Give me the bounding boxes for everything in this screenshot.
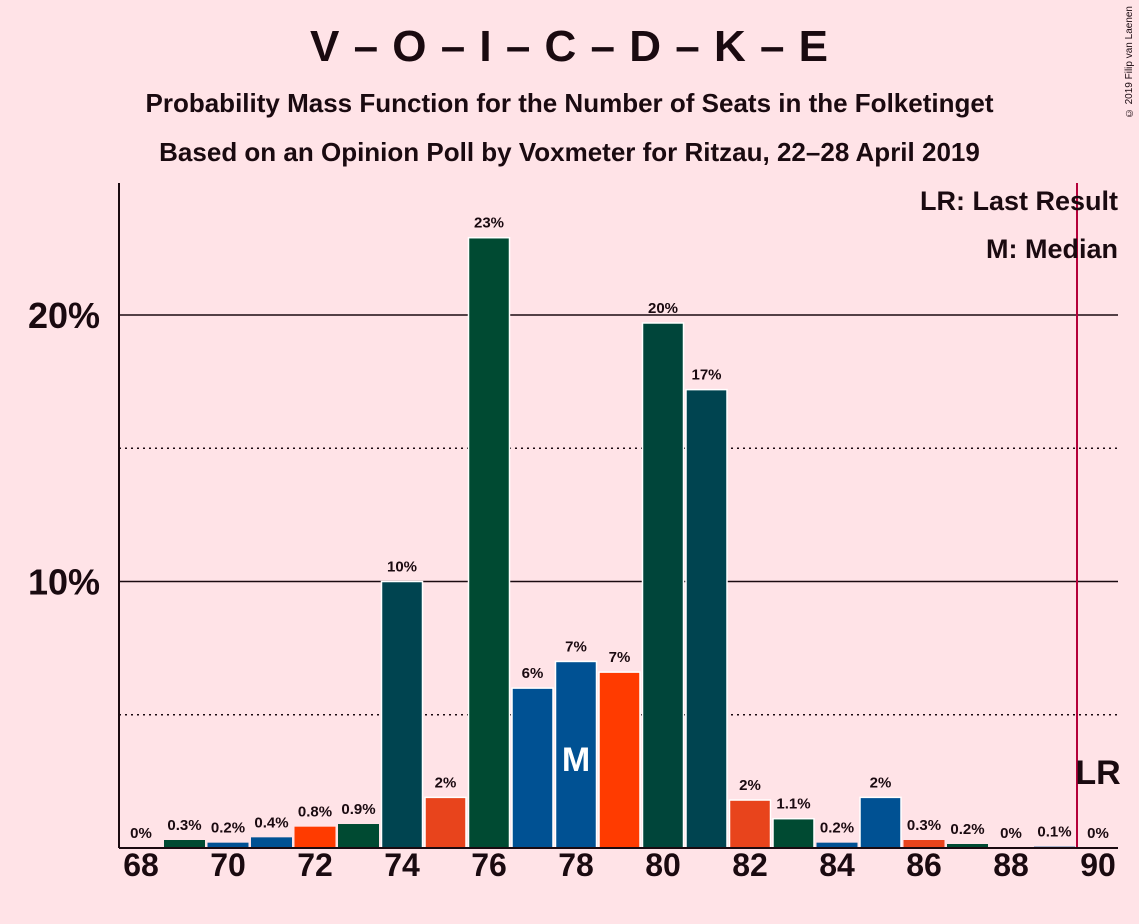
data-label-seat-81: 17% [691, 367, 721, 384]
data-label-seat-89: 0.1% [1037, 824, 1071, 841]
data-label-seat-73: 0.9% [341, 801, 375, 818]
bar-seat-78 [554, 660, 598, 849]
bar-seat-79 [598, 671, 641, 849]
y-tick-label: 20% [28, 295, 100, 336]
bar-seat-85 [859, 796, 902, 849]
bar-seat-86 [903, 840, 945, 848]
data-label-seat-72: 0.8% [298, 804, 332, 821]
bar-seat-81 [685, 388, 728, 849]
bar-seat-72 [294, 826, 336, 848]
x-tick-label: 72 [297, 847, 333, 883]
y-tick-label: 10% [28, 562, 100, 603]
bar-seat-71 [251, 837, 292, 848]
x-tick-label: 84 [819, 847, 855, 883]
data-label-seat-82: 2% [739, 777, 761, 794]
data-label-seat-74: 10% [387, 559, 417, 576]
data-label-seat-90: 0% [1087, 825, 1109, 842]
data-label-seat-76: 23% [474, 215, 504, 232]
bar-seat-73 [338, 824, 379, 848]
data-label-seat-86: 0.3% [907, 817, 941, 834]
x-tick-label: 78 [558, 847, 594, 883]
bar-seat-74 [380, 580, 424, 849]
bar-seat-84 [816, 842, 858, 848]
bar-layer [164, 236, 1075, 849]
x-tick-label: 82 [732, 847, 768, 883]
legend-last-result: LR: Last Result [920, 186, 1118, 216]
data-label-seat-84: 0.2% [820, 820, 854, 837]
x-tick-label: 90 [1080, 847, 1116, 883]
data-label-seat-88: 0% [1000, 825, 1022, 842]
bar-seat-75 [424, 796, 467, 849]
data-label-seat-69: 0.3% [167, 817, 201, 834]
legend-median: M: Median [986, 234, 1118, 264]
x-tick-label: 76 [471, 847, 507, 883]
data-label-seat-75: 2% [435, 774, 457, 791]
bar-seat-70 [207, 842, 249, 848]
data-label-seat-87: 0.2% [950, 821, 984, 838]
data-label-seat-77: 6% [522, 665, 544, 682]
data-label-seat-70: 0.2% [211, 820, 245, 837]
data-label-seat-80: 20% [648, 300, 678, 317]
data-label-seat-68: 0% [130, 825, 152, 842]
bar-seat-83 [772, 817, 815, 849]
x-tick-label: 68 [123, 847, 159, 883]
x-tick-label: 86 [906, 847, 942, 883]
axis-layer: 10% 20% 68 70 72 74 76 78 80 82 84 86 88 90 [28, 183, 1118, 883]
bar-seat-80 [641, 322, 685, 849]
x-tick-label: 88 [993, 847, 1029, 883]
data-label-seat-83: 1.1% [776, 796, 810, 813]
data-label-seat-79: 7% [609, 649, 631, 666]
bar-seat-77 [511, 687, 554, 849]
chart-subtitle-1: Probability Mass Function for the Number… [145, 88, 994, 118]
x-tick-label: 80 [645, 847, 681, 883]
data-label-layer: 0% 0.3% 0.2% 0.4% 0.8% 0.9% 10% 2% 23% 6% 7% M 7% 20%… [130, 215, 1121, 842]
data-label-seat-71: 0.4% [254, 814, 288, 831]
median-marker: M [562, 741, 590, 779]
bar-seat-87 [947, 844, 988, 848]
bar-seat-76 [467, 236, 511, 849]
data-label-seat-85: 2% [870, 774, 892, 791]
chart-subtitle-2: Based on an Opinion Poll by Voxmeter for… [159, 137, 980, 167]
last-result-marker: LR [1075, 754, 1120, 792]
data-label-seat-78: 7% [565, 638, 587, 655]
bar-seat-69 [164, 840, 205, 848]
bar-seat-82 [728, 799, 772, 849]
x-tick-label: 70 [210, 847, 246, 883]
chart-title: V – O – I – C – D – K – E [310, 22, 829, 71]
x-tick-label: 74 [384, 847, 420, 883]
